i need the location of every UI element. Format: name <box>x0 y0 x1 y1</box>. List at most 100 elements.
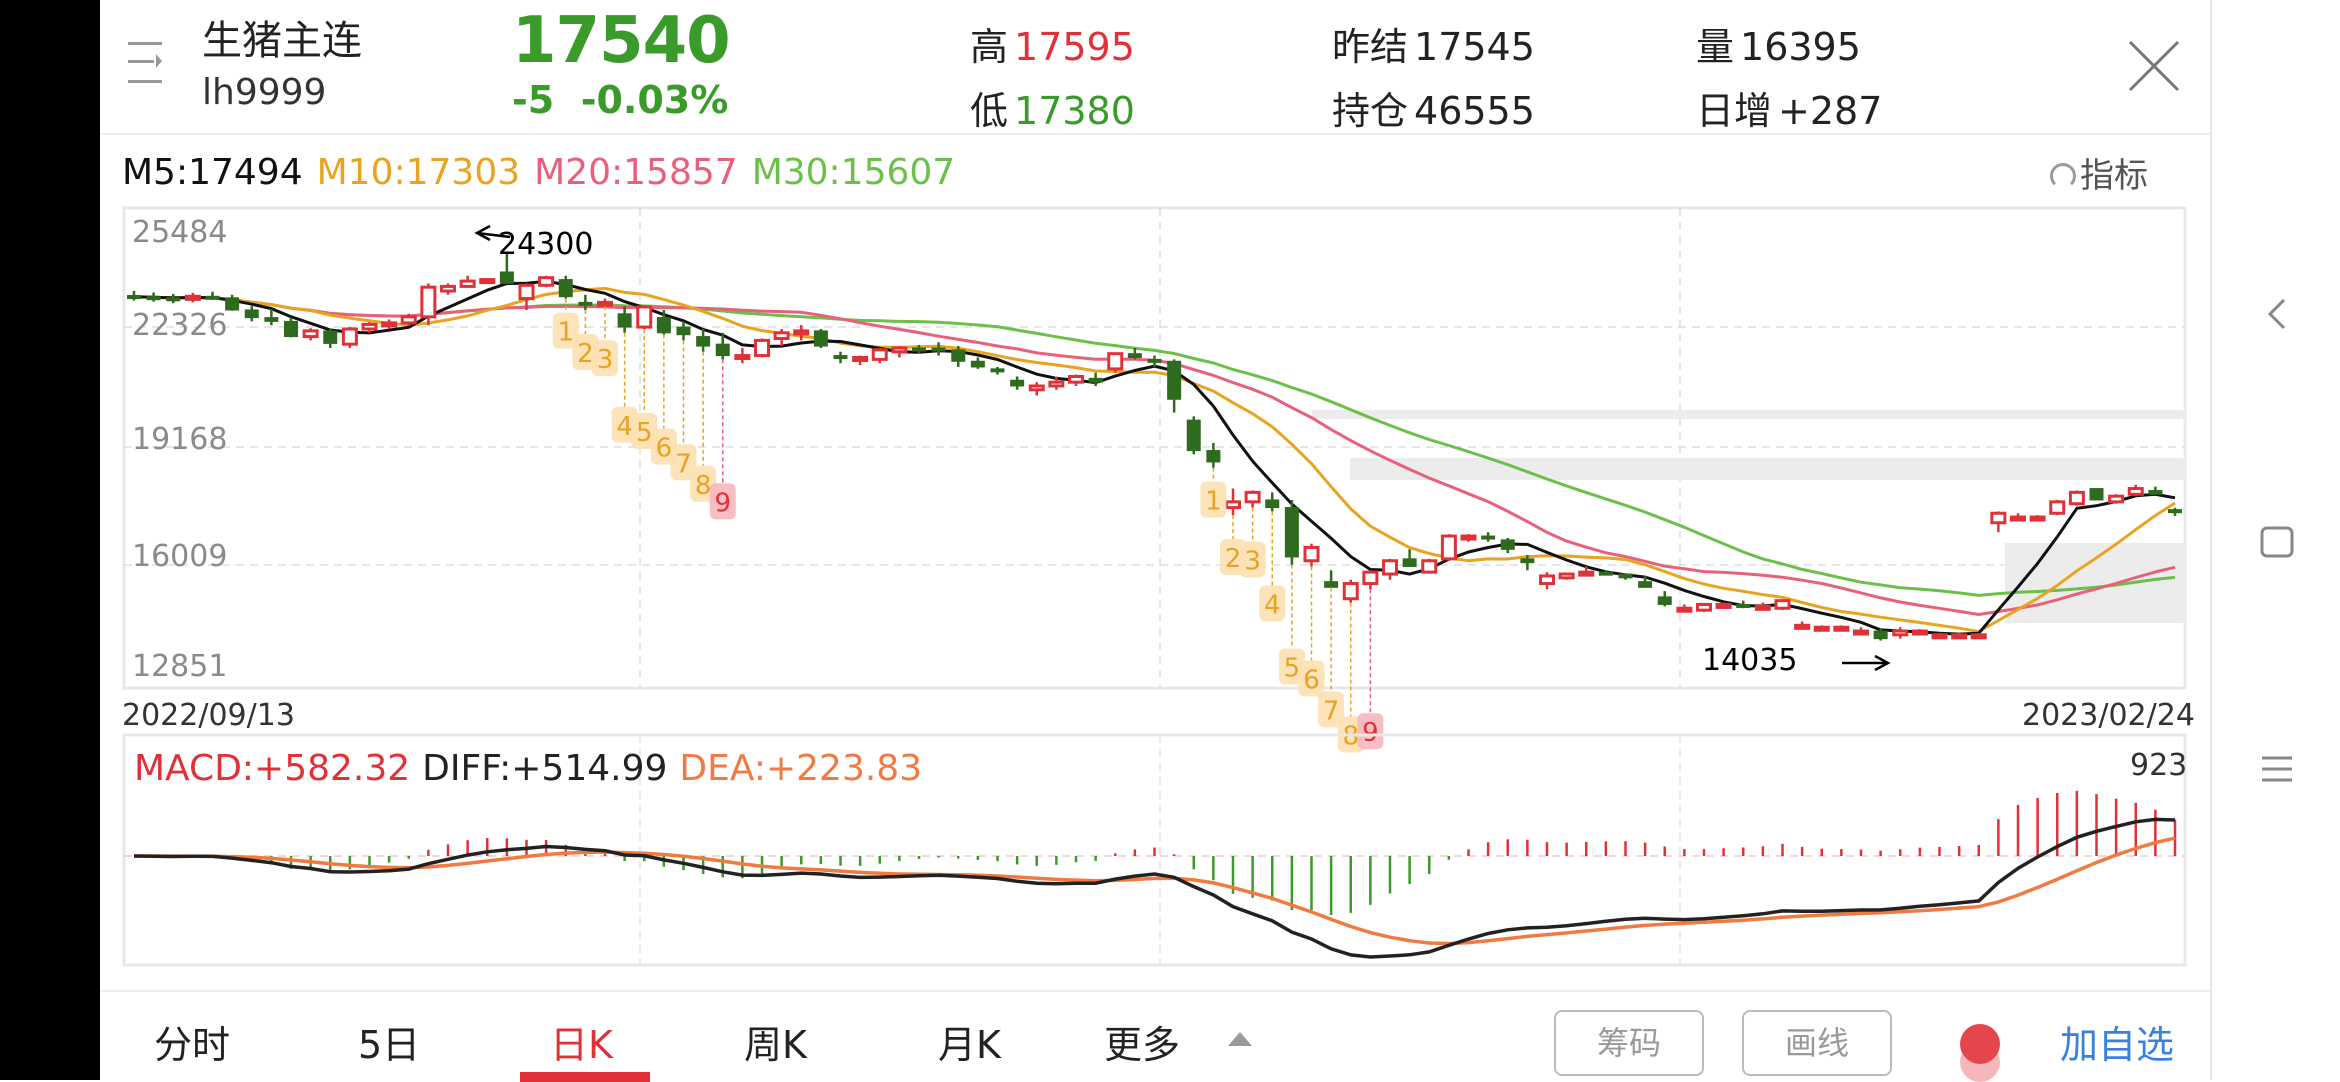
start-date: 2022/09/13 <box>122 698 295 733</box>
svg-text:25484: 25484 <box>132 215 227 250</box>
low-label: 低 <box>970 89 1009 133</box>
change-percent: -0.03% <box>580 78 729 122</box>
diff-value: DIFF:+514.99 <box>422 748 668 789</box>
svg-text:9: 9 <box>714 488 731 518</box>
close-icon[interactable] <box>2128 40 2180 92</box>
moving-average-lines <box>133 279 2176 636</box>
period-tab-bar: 分时 5日 日K 周K 月K 更多 筹码 画线 加自选 <box>100 990 2210 1082</box>
high-stat: 高 17595 <box>970 16 1135 71</box>
open-interest-value: 46555 <box>1414 89 1535 133</box>
change-value: -5 <box>512 78 555 122</box>
period-high-annotation: 24300 <box>474 224 593 262</box>
tab-daily-k[interactable]: 日K <box>550 1023 613 1067</box>
indicator-label: 指标 <box>2080 156 2148 196</box>
left-black-strip <box>0 0 100 1080</box>
svg-text:3: 3 <box>597 345 614 375</box>
prev-settle-label: 昨结 <box>1332 25 1409 69</box>
macd-max-label: 923 <box>2130 748 2188 783</box>
add-watchlist-button[interactable]: 加自选 <box>2060 1023 2175 1067</box>
watchlist-dot-icon[interactable] <box>1960 1024 2000 1064</box>
system-nav-bar <box>2210 0 2340 1080</box>
ma30-label: M30:15607 <box>751 152 956 193</box>
main-chart-frame <box>122 206 2187 690</box>
svg-text:5: 5 <box>1284 654 1301 684</box>
tab-weekly-k[interactable]: 周K <box>744 1023 807 1067</box>
svg-text:2: 2 <box>577 339 594 369</box>
prev-settle-stat: 昨结 17545 <box>1332 16 1535 71</box>
recents-menu-icon[interactable] <box>2212 748 2340 788</box>
volume-value: 16395 <box>1740 25 1861 69</box>
svg-text:16009: 16009 <box>132 539 227 574</box>
volume-label: 量 <box>1696 25 1735 69</box>
resistance-band <box>1312 410 2185 419</box>
candlesticks <box>127 252 2182 641</box>
dea-value: DEA:+223.83 <box>679 748 923 789</box>
prev-settle-value: 17545 <box>1414 25 1535 69</box>
daily-oi-change-stat: 日增 +287 <box>1696 80 1882 135</box>
instrument-code: lh9999 <box>202 72 327 113</box>
period-low-label: 14035 <box>1702 643 1797 678</box>
svg-text:5: 5 <box>636 418 653 448</box>
svg-text:6: 6 <box>1303 665 1320 695</box>
high-label: 高 <box>970 25 1009 69</box>
volume-stat: 量 16395 <box>1696 16 1861 71</box>
tab-monthly-k[interactable]: 月K <box>938 1023 1001 1067</box>
quote-app: 生猪主连 lh9999 17540 -5 -0.03% 高 17595 低 1738… <box>100 0 2210 1082</box>
svg-text:4: 4 <box>1264 590 1281 620</box>
svg-text:8: 8 <box>1342 722 1359 752</box>
price-change: -5 -0.03% <box>512 78 728 122</box>
ma20-label: M20:15857 <box>534 152 738 193</box>
support-zone <box>2005 543 2185 623</box>
svg-text:12851: 12851 <box>132 649 227 684</box>
ma5-label: M5:17494 <box>122 152 303 193</box>
resistance-band <box>1350 458 2185 480</box>
back-icon[interactable] <box>2212 294 2340 334</box>
caret-up-icon[interactable] <box>1228 1032 1252 1046</box>
tab-intraday[interactable]: 分时 <box>154 1023 231 1067</box>
svg-text:22326: 22326 <box>132 308 227 343</box>
y-axis-ticks: 25484 22326 19168 16009 12851 <box>132 215 227 684</box>
svg-text:8: 8 <box>695 471 712 501</box>
list-arrow-icon[interactable] <box>128 38 168 88</box>
macd-legend: MACD:+582.32 DIFF:+514.99 DEA:+223.83 <box>134 748 934 789</box>
low-stat: 低 17380 <box>970 80 1135 135</box>
macd-value: MACD:+582.32 <box>134 748 411 789</box>
last-price: 17540 <box>512 4 731 78</box>
ma-legend: M5:17494 M10:17303 M20:15857 M30:15607 <box>122 152 969 193</box>
period-low-annotation: 14035 <box>1702 643 1891 678</box>
chips-button[interactable]: 筹码 <box>1554 1010 1704 1076</box>
daily-oi-change-label: 日增 <box>1696 89 1773 133</box>
ma10-label: M10:17303 <box>316 152 521 193</box>
dea-line <box>134 836 2176 946</box>
diff-line <box>133 817 2176 959</box>
quote-header: 生猪主连 lh9999 17540 -5 -0.03% 高 17595 低 1738… <box>100 0 2210 135</box>
active-tab-indicator <box>520 1072 650 1082</box>
svg-text:4: 4 <box>616 412 633 442</box>
svg-text:1: 1 <box>557 318 574 348</box>
home-icon[interactable] <box>2212 522 2340 562</box>
gauge-icon <box>2050 163 2076 189</box>
high-value: 17595 <box>1014 25 1135 69</box>
instrument-name: 生猪主连 <box>202 18 362 64</box>
daily-oi-change-value: +287 <box>1778 89 1883 133</box>
macd-histogram <box>152 790 2177 915</box>
svg-text:19168: 19168 <box>132 422 227 457</box>
open-interest-label: 持仓 <box>1332 89 1409 133</box>
open-interest-stat: 持仓 46555 <box>1332 80 1535 135</box>
low-value: 17380 <box>1014 89 1135 133</box>
svg-text:3: 3 <box>1244 547 1261 577</box>
svg-text:9: 9 <box>1362 718 1379 748</box>
end-date: 2023/02/24 <box>2022 698 2195 733</box>
svg-text:7: 7 <box>1323 696 1340 726</box>
macd-chart-frame <box>122 733 2187 967</box>
tab-5day[interactable]: 5日 <box>358 1023 421 1067</box>
svg-text:1: 1 <box>1205 487 1222 517</box>
indicator-button[interactable]: 指标 <box>2050 148 2148 197</box>
svg-text:7: 7 <box>675 449 692 479</box>
tab-more[interactable]: 更多 <box>1104 1023 1181 1067</box>
draw-line-button[interactable]: 画线 <box>1742 1010 1892 1076</box>
svg-text:6: 6 <box>656 434 673 464</box>
svg-text:2: 2 <box>1225 544 1242 574</box>
